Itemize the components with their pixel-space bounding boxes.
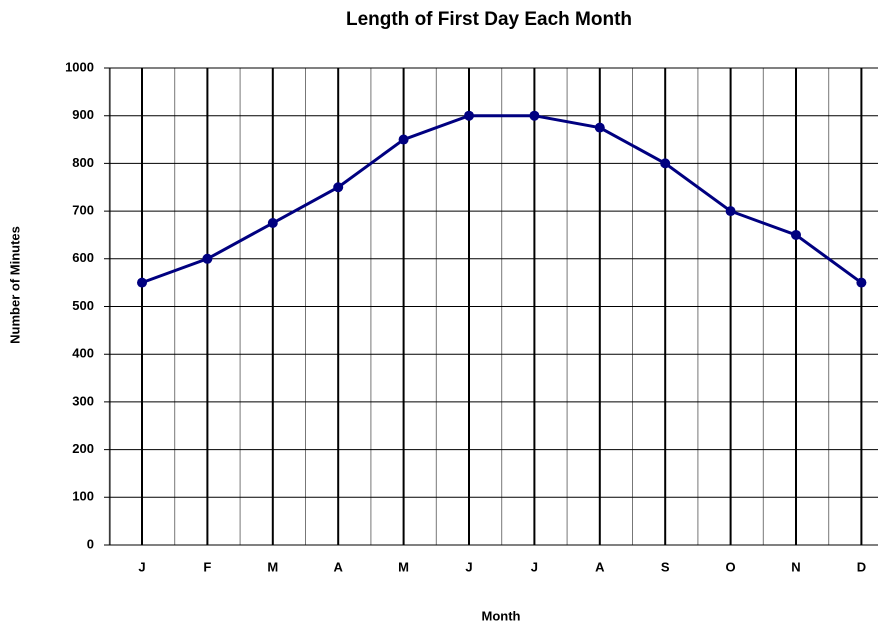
x-tick-label: D [857, 559, 866, 574]
y-tick-label: 400 [72, 346, 94, 361]
marker [856, 277, 867, 288]
x-tick-label: O [726, 559, 736, 574]
y-tick-label: 300 [72, 393, 94, 408]
marker [137, 277, 147, 288]
y-axis-label: Number of Minutes [7, 226, 22, 344]
chart-title: Length of First Day Each Month [346, 9, 632, 30]
y-tick-label: 700 [72, 203, 94, 218]
marker [791, 229, 801, 240]
x-tick-label: M [267, 559, 278, 574]
marker [333, 182, 344, 193]
x-axis-label: Month [482, 608, 521, 623]
y-tick-label: 500 [72, 298, 94, 313]
x-tick-label: F [203, 559, 211, 574]
y-tick-label: 900 [72, 107, 94, 122]
marker [398, 134, 409, 145]
y-tick-label: 600 [72, 250, 94, 265]
y-tick-label: 0 [87, 536, 94, 551]
x-tick-label: N [791, 559, 800, 574]
x-tick-label: A [334, 559, 344, 574]
x-tick-label: M [398, 559, 409, 574]
y-tick-label: 1000 [65, 59, 94, 74]
x-tick-label: J [531, 559, 538, 574]
x-tick-label: S [661, 559, 670, 574]
marker [202, 253, 213, 264]
x-tick-label: J [138, 559, 145, 574]
marker [660, 158, 671, 169]
x-tick-label: J [465, 559, 472, 574]
x-tick-label: A [595, 559, 605, 574]
y-tick-label: 800 [72, 155, 94, 170]
marker [725, 206, 736, 217]
marker [594, 122, 605, 133]
y-tick-label: 200 [72, 441, 94, 456]
marker [464, 110, 474, 121]
marker [529, 110, 540, 121]
marker [267, 218, 278, 229]
line [141, 114, 863, 285]
y-tick-label: 100 [72, 489, 94, 504]
